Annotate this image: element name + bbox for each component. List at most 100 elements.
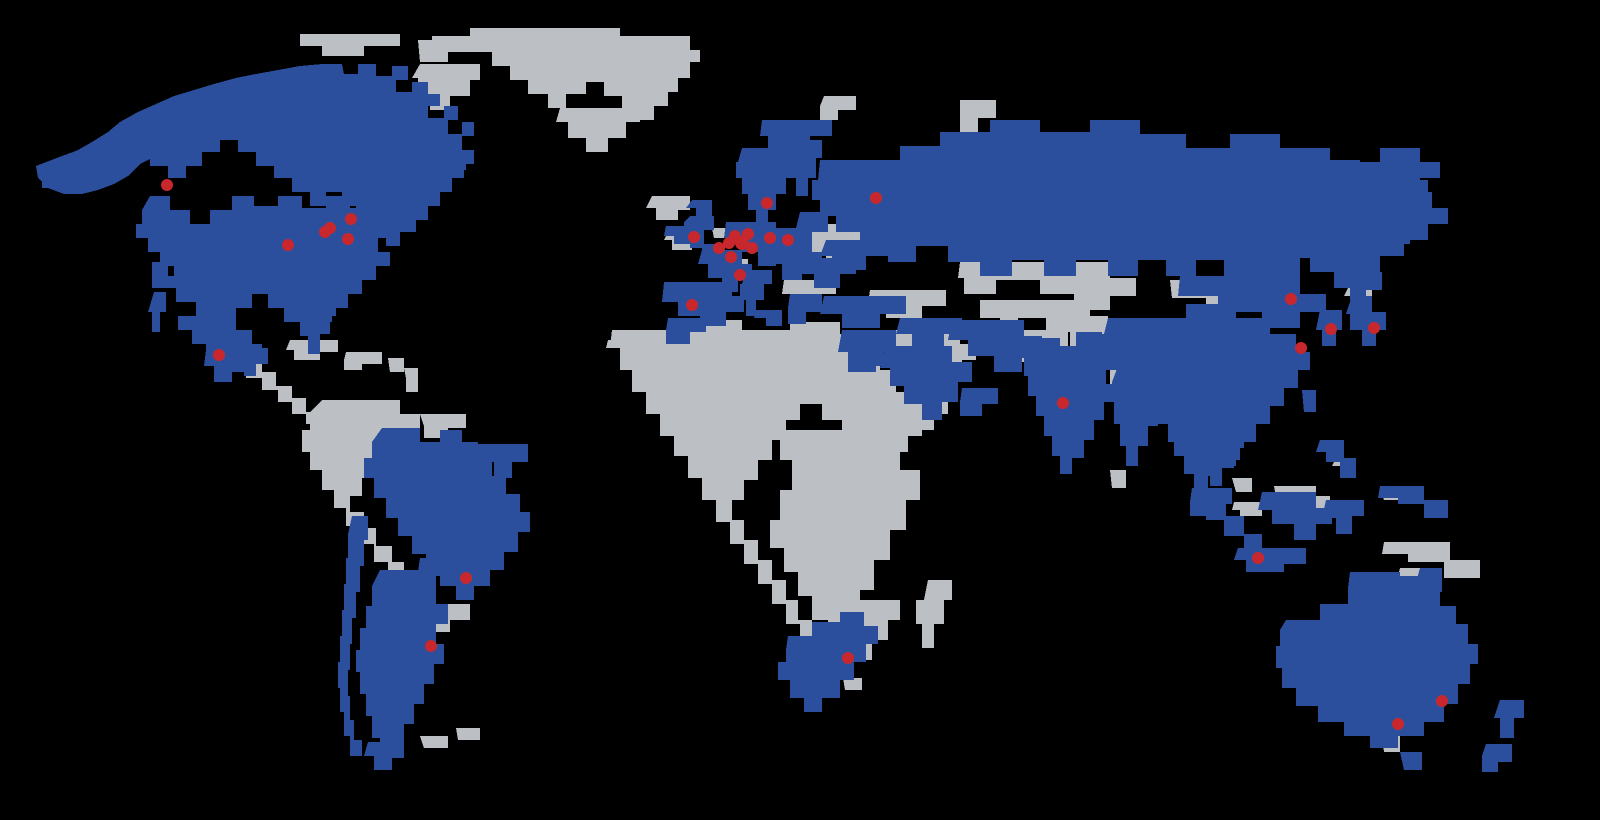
south-america-north-west: [302, 400, 432, 610]
country-china-north: [1178, 276, 1326, 328]
country-canada-hudson-west: [286, 90, 360, 146]
city-marker-buenos-aires[interactable]: [425, 640, 437, 652]
city-marker-munich[interactable]: [746, 242, 758, 254]
city-marker-sao-paulo[interactable]: [460, 572, 472, 584]
arctic-islands-2: [300, 34, 400, 56]
caribbean-islands: [388, 358, 404, 372]
central-africa: [770, 430, 920, 640]
country-paraguay: [418, 558, 452, 588]
country-taiwan: [1302, 390, 1316, 412]
country-saudi-gulf: [880, 346, 972, 420]
city-marker-mumbai[interactable]: [1057, 397, 1069, 409]
city-marker-lisbon[interactable]: [686, 299, 698, 311]
country-morocco: [666, 318, 706, 344]
country-nz: [1494, 700, 1524, 738]
city-marker-london[interactable]: [713, 242, 725, 254]
city-marker-montreal[interactable]: [345, 213, 357, 225]
country-philippines-blue: [1316, 440, 1356, 478]
country-brazil: [364, 428, 530, 600]
city-marker-jakarta[interactable]: [1252, 552, 1264, 564]
country-scotland: [686, 200, 712, 216]
country-nz-south: [1482, 744, 1512, 772]
country-japan-north: [1350, 272, 1382, 300]
country-china: [1096, 304, 1310, 476]
country-poland-czech: [772, 236, 822, 280]
tierra-fuego-grey: [420, 736, 448, 748]
guyanas: [420, 414, 466, 438]
city-marker-paris[interactable]: [725, 251, 737, 263]
country-usa-alaska: [36, 128, 180, 194]
country-iraq-syria: [896, 318, 962, 348]
city-marker-detroit[interactable]: [319, 226, 331, 238]
country-india: [1024, 332, 1118, 474]
city-marker-hamburg[interactable]: [742, 228, 754, 240]
city-marker-sydney[interactable]: [1436, 695, 1448, 707]
city-marker-shanghai[interactable]: [1295, 342, 1307, 354]
central-america: [238, 360, 318, 424]
city-marker-melbourne[interactable]: [1392, 718, 1404, 730]
country-indonesia-sumatra: [1190, 500, 1262, 550]
baffin-island: [412, 64, 480, 110]
country-finland: [786, 140, 822, 196]
country-cambodia-laos: [1204, 448, 1236, 476]
country-australia: [1276, 576, 1478, 748]
country-russia-west: [812, 120, 1440, 292]
city-marker-chicago[interactable]: [282, 239, 294, 251]
country-indonesia-sulawesi: [1322, 500, 1364, 534]
city-marker-moscow[interactable]: [870, 192, 882, 204]
country-pakistan: [1012, 338, 1060, 374]
sumatra-grey: [1232, 502, 1262, 516]
city-marker-mexico-city[interactable]: [213, 349, 225, 361]
country-greece: [788, 294, 822, 324]
country-indonesia-borneo: [1258, 492, 1332, 540]
caribbean-islands-2: [404, 368, 418, 392]
city-marker-tokyo[interactable]: [1368, 322, 1380, 334]
greenland: [432, 36, 700, 120]
hainan-grey: [1232, 478, 1252, 492]
country-australia-cape-york: [1414, 568, 1442, 612]
uncovered-countries-layer: [238, 28, 1480, 752]
city-marker-milan[interactable]: [734, 269, 746, 281]
country-australia-north: [1348, 572, 1400, 604]
country-france: [698, 250, 752, 292]
country-kamchatka: [1392, 180, 1428, 244]
north-sea-grey: [712, 228, 726, 238]
country-baja: [148, 292, 166, 332]
city-marker-dublin[interactable]: [688, 231, 700, 243]
country-brazil-ne: [476, 444, 528, 478]
country-chile: [338, 516, 368, 756]
country-canada: [38, 64, 474, 246]
sri-lanka: [1110, 470, 1126, 488]
country-canada-east: [358, 94, 466, 202]
country-tierra-fuego: [364, 742, 404, 770]
country-bangladesh-myanmar: [1112, 366, 1168, 466]
novaya-zemlya: [960, 100, 996, 134]
country-tasmania-blue: [1400, 752, 1422, 770]
city-marker-copenhagen[interactable]: [782, 234, 794, 246]
west-africa-bulge: [606, 340, 676, 424]
country-turkey: [820, 296, 906, 328]
city-marker-boston[interactable]: [342, 233, 354, 245]
country-ukraine-blue: [820, 240, 888, 270]
country-mexico: [152, 262, 262, 372]
city-marker-stockholm[interactable]: [761, 197, 773, 209]
city-marker-beijing[interactable]: [1285, 293, 1297, 305]
falklands: [456, 728, 480, 740]
city-marker-berlin[interactable]: [764, 232, 776, 244]
country-argentina: [356, 570, 448, 756]
country-uk: [684, 216, 716, 258]
country-png: [1378, 486, 1448, 518]
arctic-islands-1: [418, 40, 470, 62]
hispaniola: [344, 352, 382, 370]
country-iran: [948, 320, 1042, 372]
city-marker-vancouver[interactable]: [161, 179, 173, 191]
city-marker-johannesburg[interactable]: [842, 652, 854, 664]
country-ireland-blue: [664, 226, 690, 244]
madagascar: [916, 580, 952, 648]
country-south-africa: [778, 612, 878, 712]
city-marker-seoul[interactable]: [1325, 323, 1337, 335]
country-spain-portugal: [662, 282, 744, 326]
country-norway-north: [760, 120, 832, 148]
country-italy: [740, 270, 772, 316]
